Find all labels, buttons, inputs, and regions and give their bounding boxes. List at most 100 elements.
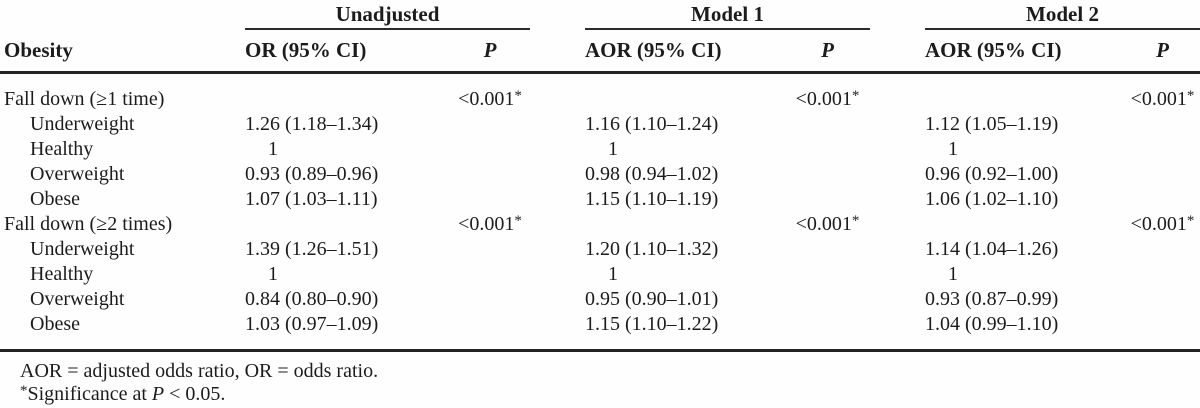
p-value — [1125, 187, 1200, 212]
p-value — [785, 312, 870, 352]
table-row: Underweight 1.39 (1.26–1.51) 1.20 (1.10–1.… — [0, 237, 1200, 262]
p-symbol: P — [151, 383, 165, 405]
column-header-aor-model1: AOR (95% CI) — [585, 29, 785, 74]
p-value — [450, 137, 530, 162]
odds-ratio-value: 0.84 (0.80–0.90) — [245, 288, 379, 310]
column-header-p-unadjusted: P — [450, 29, 530, 74]
odds-ratio-value: 0.98 (0.94–1.02) — [585, 163, 719, 185]
odds-ratio-value: 1.04 (0.99–1.10) — [925, 312, 1125, 352]
p-value: <0.001* — [795, 88, 860, 110]
row-label: Fall down (≥2 times) — [4, 213, 173, 235]
table-row: Obese 1.07 (1.03–1.11) 1.15 (1.10–1.19) 1.0… — [0, 187, 1200, 212]
table-footnotes: AOR = adjusted odds ratio, OR = odds rat… — [20, 360, 1200, 406]
footnote-significance-threshold: < 0.05. — [164, 383, 226, 405]
column-header-p-model2: P — [1125, 29, 1200, 74]
odds-ratio-value: 1 — [948, 138, 958, 160]
column-gap — [530, 287, 585, 312]
odds-ratio-value: 0.93 (0.89–0.96) — [245, 163, 379, 185]
odds-ratio-value — [925, 73, 1125, 113]
column-gap — [870, 187, 925, 212]
column-gap — [530, 312, 585, 352]
odds-ratio-value: 1.06 (1.02–1.10) — [925, 188, 1059, 210]
p-value — [785, 112, 870, 137]
column-gap — [530, 73, 585, 113]
table-row: Healthy 1 1 1 — [0, 137, 1200, 162]
odds-ratio-value: 1 — [948, 263, 958, 285]
odds-ratio-value: 1.12 (1.05–1.19) — [925, 113, 1059, 135]
group-header-spacer — [0, 2, 245, 29]
p-value: <0.001* — [795, 213, 860, 235]
odds-ratio-value: 0.95 (0.90–1.01) — [585, 288, 719, 310]
column-gap — [530, 212, 585, 237]
p-value — [1125, 237, 1200, 262]
column-gap — [530, 137, 585, 162]
column-gap — [870, 312, 925, 352]
p-value — [785, 287, 870, 312]
row-label: Healthy — [30, 263, 94, 285]
p-value: <0.001* — [458, 88, 522, 110]
odds-ratio-value — [925, 212, 1125, 237]
p-value — [785, 262, 870, 287]
odds-ratio-value: 1.39 (1.26–1.51) — [245, 238, 379, 260]
column-gap — [870, 162, 925, 187]
column-header-p-model1: P — [785, 29, 870, 74]
p-value — [450, 112, 530, 137]
odds-ratio-value: 1.15 (1.10–1.22) — [585, 312, 785, 352]
row-label: Fall down (≥1 time) — [4, 88, 165, 110]
odds-ratio-value: 1.15 (1.10–1.19) — [585, 188, 719, 210]
significance-asterisk: * — [514, 213, 522, 229]
odds-ratio-value — [245, 73, 450, 113]
table-row: Healthy 1 1 1 — [0, 262, 1200, 287]
column-gap — [870, 262, 925, 287]
asterisk-marker: * — [20, 383, 28, 399]
p-value: <0.001* — [458, 213, 522, 235]
table-row: Overweight 0.93 (0.89–0.96) 0.98 (0.94–1.0… — [0, 162, 1200, 187]
odds-ratio-value: 1.14 (1.04–1.26) — [925, 238, 1059, 260]
p-value — [785, 162, 870, 187]
column-gap — [530, 29, 585, 74]
p-value: <0.001* — [1130, 88, 1195, 110]
column-header-or-unadjusted: OR (95% CI) — [245, 29, 450, 74]
p-value — [1125, 162, 1200, 187]
column-header-row: Obesity OR (95% CI) P AOR (95% CI) P AOR… — [0, 29, 1200, 74]
p-value — [450, 187, 530, 212]
p-value — [785, 237, 870, 262]
column-gap — [530, 187, 585, 212]
odds-ratio-value: 1 — [268, 263, 278, 285]
row-label: Overweight — [30, 288, 125, 310]
stub-header-obesity: Obesity — [0, 29, 245, 74]
significance-asterisk: * — [1186, 213, 1195, 229]
odds-ratio-value: 1 — [608, 138, 618, 160]
p-value — [1125, 312, 1200, 352]
row-label: Obese — [30, 188, 80, 210]
significance-asterisk: * — [514, 88, 522, 104]
table-row: Fall down (≥1 time) <0.001* <0.001* <0.001* — [0, 73, 1200, 113]
column-gap — [870, 73, 925, 113]
p-value — [450, 162, 530, 187]
odds-ratio-value — [245, 212, 450, 237]
column-gap — [870, 112, 925, 137]
odds-ratio-value: 1.03 (0.97–1.09) — [245, 312, 450, 352]
odds-ratio-value: 1.07 (1.03–1.11) — [245, 188, 378, 210]
p-value — [1125, 262, 1200, 287]
group-header-model2: Model 2 — [925, 2, 1200, 30]
column-gap — [530, 237, 585, 262]
group-header-row: Unadjusted Model 1 Model 2 — [0, 2, 1200, 30]
p-value — [1125, 112, 1200, 137]
table-row: Obese 1.03 (0.97–1.09) 1.15 (1.10–1.22) 1.0… — [0, 312, 1200, 352]
odds-ratio-value: 0.93 (0.87–0.99) — [925, 288, 1059, 310]
odds-ratio-value: 0.96 (0.92–1.00) — [925, 163, 1059, 185]
p-value — [450, 262, 530, 287]
table-row: Overweight 0.84 (0.80–0.90) 0.95 (0.90–1.0… — [0, 287, 1200, 312]
significance-asterisk: * — [851, 88, 860, 104]
p-value — [1125, 287, 1200, 312]
p-value — [785, 187, 870, 212]
footnote-significance: *Significance at P < 0.05. — [20, 383, 1200, 406]
odds-ratio-value — [585, 73, 785, 113]
footnote-significance-text: Significance at — [27, 383, 152, 405]
column-gap — [870, 287, 925, 312]
column-gap — [870, 2, 925, 29]
table-body: Fall down (≥1 time) <0.001* <0.001* <0.001*… — [0, 73, 1200, 352]
row-label: Healthy — [30, 138, 94, 160]
column-gap — [870, 237, 925, 262]
